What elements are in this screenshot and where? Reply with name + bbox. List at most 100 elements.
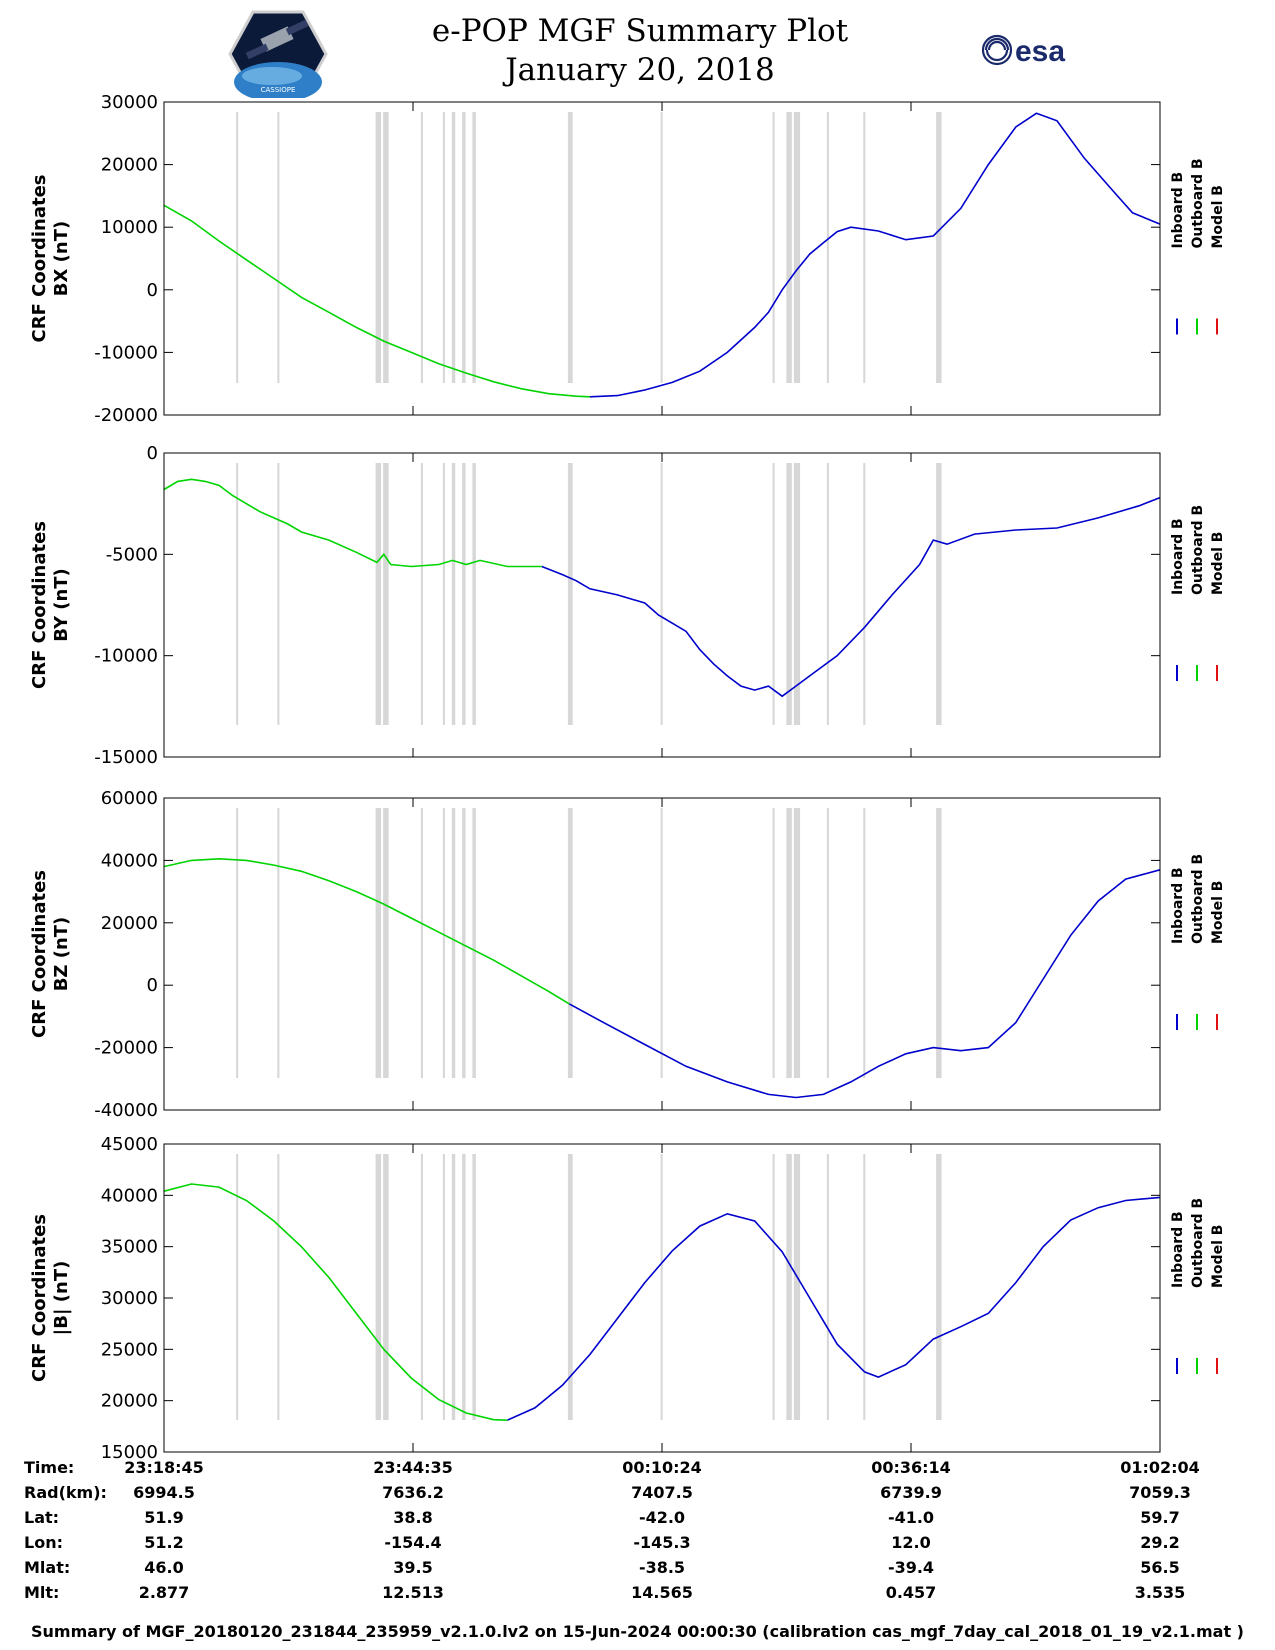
legend-entry: Model B bbox=[1210, 1225, 1226, 1288]
info-cell: -38.5 bbox=[638, 1558, 686, 1577]
info-row: Lon: 51.2 -154.4 -145.3 12.0 29.2 bbox=[0, 1533, 1275, 1558]
inboard-series-line bbox=[541, 496, 1161, 698]
legend-entry: Inboard B bbox=[1170, 518, 1186, 595]
data-gap-9 bbox=[472, 112, 476, 383]
legend-entry: Model B bbox=[1210, 532, 1226, 595]
data-gap-11 bbox=[660, 1154, 663, 1420]
info-cell: 46.0 bbox=[144, 1558, 184, 1577]
legend-entry: Model B bbox=[1210, 185, 1226, 248]
data-gap-14 bbox=[793, 112, 801, 383]
data-gap-15 bbox=[826, 1154, 829, 1420]
data-gap-11 bbox=[660, 463, 663, 725]
y-tick-label: 30000 bbox=[101, 92, 158, 113]
info-cell: 29.2 bbox=[1140, 1533, 1180, 1552]
info-cell: 51.9 bbox=[144, 1508, 184, 1527]
panel-4: 15000 20000 25000 30000 35000 40000 45000 CRF C… bbox=[29, 1134, 1226, 1460]
info-row-header: Mlat: bbox=[24, 1558, 71, 1577]
y-tick-label: -20000 bbox=[94, 1038, 158, 1059]
plot-title: e-POP MGF Summary Plot January 20, 2018 bbox=[380, 12, 900, 90]
outboard-series-line bbox=[163, 478, 542, 568]
data-gap-6 bbox=[442, 463, 445, 725]
data-gap-7 bbox=[451, 112, 456, 383]
info-cell: 59.7 bbox=[1140, 1508, 1180, 1527]
data-gap-16 bbox=[863, 112, 866, 383]
y-tick-label: -15000 bbox=[94, 747, 158, 768]
y-tick-label: 20000 bbox=[101, 913, 158, 934]
data-gap-4 bbox=[383, 112, 389, 383]
y-tick-label: 25000 bbox=[101, 1339, 158, 1360]
data-gap-6 bbox=[442, 112, 445, 383]
data-gap-8 bbox=[462, 1154, 466, 1420]
info-row-header: Rad(km): bbox=[24, 1483, 107, 1502]
info-cell: -41.0 bbox=[887, 1508, 935, 1527]
legend-entry: Outboard B bbox=[1190, 854, 1206, 944]
data-gap-4 bbox=[383, 463, 389, 725]
data-gap-17 bbox=[936, 1154, 942, 1420]
legend-entry: Outboard B bbox=[1190, 158, 1206, 248]
data-gap-15 bbox=[826, 463, 829, 725]
legend-entry: Model B bbox=[1210, 881, 1226, 944]
info-cell: 6739.9 bbox=[880, 1483, 942, 1502]
inboard-series-line bbox=[589, 112, 1161, 398]
data-gap-5 bbox=[420, 808, 423, 1078]
info-row-header: Lat: bbox=[24, 1508, 60, 1527]
data-gap-16 bbox=[863, 1154, 866, 1420]
data-gap-3 bbox=[375, 1154, 382, 1420]
data-gap-1 bbox=[236, 112, 239, 383]
y-tick-label: 0 bbox=[147, 443, 158, 464]
y-tick-label: 10000 bbox=[101, 217, 158, 238]
data-gap-12 bbox=[772, 463, 775, 725]
plot-date: January 20, 2018 bbox=[505, 52, 775, 88]
y-axis-label: BX (nT) bbox=[51, 221, 72, 296]
info-cell: -154.4 bbox=[384, 1533, 442, 1552]
data-gap-17 bbox=[936, 808, 942, 1078]
y-axis-label: CRF Coordinates bbox=[29, 175, 50, 343]
info-cell: 2.877 bbox=[138, 1583, 190, 1602]
data-gap-2 bbox=[277, 112, 280, 383]
y-tick-label: 60000 bbox=[101, 788, 158, 809]
y-tick-label: -40000 bbox=[94, 1100, 158, 1121]
data-gap-12 bbox=[772, 112, 775, 383]
data-gap-8 bbox=[462, 112, 466, 383]
data-gap-17 bbox=[936, 463, 942, 725]
info-cell: 3.535 bbox=[1134, 1583, 1186, 1602]
data-gap-14 bbox=[793, 1154, 801, 1420]
info-row: Lat: 51.9 38.8 -42.0 -41.0 59.7 bbox=[0, 1508, 1275, 1533]
info-row-header: Lon: bbox=[24, 1533, 63, 1552]
y-tick-label: 45000 bbox=[101, 1134, 158, 1155]
info-row-header: Mlt: bbox=[24, 1583, 60, 1602]
info-cell: -42.0 bbox=[638, 1508, 686, 1527]
data-gap-13 bbox=[786, 1154, 792, 1420]
y-tick-label: -10000 bbox=[94, 342, 158, 363]
data-gap-1 bbox=[236, 808, 239, 1078]
y-tick-label: 20000 bbox=[101, 1391, 158, 1412]
data-gap-13 bbox=[786, 808, 792, 1078]
outboard-series-line bbox=[163, 1183, 508, 1421]
y-tick-label: 20000 bbox=[101, 155, 158, 176]
y-axis-label: CRF Coordinates bbox=[29, 1214, 50, 1382]
y-tick-label: 0 bbox=[147, 280, 158, 301]
data-gap-1 bbox=[236, 463, 239, 725]
data-gap-15 bbox=[826, 808, 829, 1078]
inboard-series-line bbox=[507, 1196, 1161, 1421]
y-tick-label: 40000 bbox=[101, 1185, 158, 1206]
data-gap-14 bbox=[793, 808, 801, 1078]
panel-1: -20000 -10000 0 10000 20000 30000 CRF Coordina… bbox=[29, 92, 1226, 426]
legend-entry: Inboard B bbox=[1170, 1211, 1186, 1288]
y-axis-label: CRF Coordinates bbox=[29, 870, 50, 1038]
y-tick-label: -5000 bbox=[106, 544, 158, 565]
mission-logo: CASSIOPE bbox=[228, 10, 328, 98]
esa-logo: esa bbox=[981, 34, 1065, 68]
info-cell: 7636.2 bbox=[382, 1483, 444, 1502]
y-axis-label: |B| (nT) bbox=[51, 1261, 72, 1336]
info-row: Mlat: 46.0 39.5 -38.5 -39.4 56.5 bbox=[0, 1558, 1275, 1583]
data-gap-5 bbox=[420, 463, 423, 725]
info-cell: 00:36:14 bbox=[871, 1458, 951, 1477]
data-gap-9 bbox=[472, 1154, 476, 1420]
data-gap-15 bbox=[826, 112, 829, 383]
info-cell: 7407.5 bbox=[631, 1483, 693, 1502]
data-gap-5 bbox=[420, 1154, 423, 1420]
data-gap-3 bbox=[375, 112, 382, 383]
data-gap-13 bbox=[786, 463, 792, 725]
data-gap-10 bbox=[567, 808, 573, 1078]
